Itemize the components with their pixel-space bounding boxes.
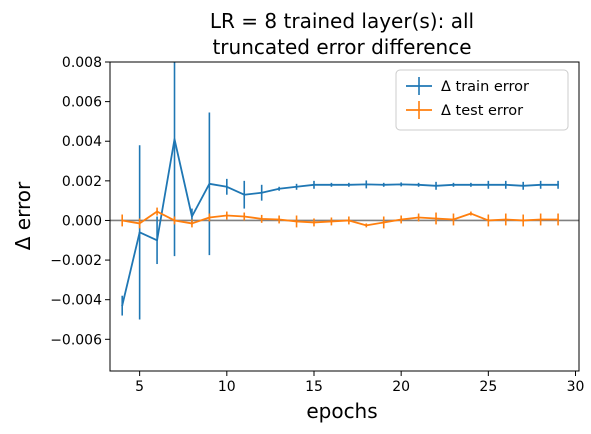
x-tick-label: 25	[479, 379, 497, 395]
data-point	[156, 239, 158, 242]
data-point	[539, 183, 542, 186]
data-point	[295, 185, 298, 188]
data-point	[382, 221, 385, 224]
data-point	[557, 218, 559, 221]
data-point	[365, 183, 368, 186]
data-point	[435, 184, 437, 187]
data-point	[504, 183, 507, 186]
legend: Δ train error Δ test error	[395, 69, 569, 131]
y-tick-label: −0.006	[50, 332, 102, 348]
chart-title-line-2: truncated error difference	[212, 35, 471, 59]
data-point	[313, 221, 315, 224]
data-point	[330, 220, 333, 223]
data-point	[365, 224, 368, 227]
data-point	[470, 212, 472, 215]
chart-title-line-1: LR = 8 trained layer(s): all	[210, 9, 474, 33]
y-tick-label: −0.004	[50, 293, 102, 309]
data-point	[557, 183, 559, 186]
data-point	[417, 216, 420, 219]
data-point	[487, 219, 490, 222]
data-point	[487, 183, 490, 186]
data-point	[347, 183, 350, 186]
y-tick-label: 0.006	[62, 95, 102, 111]
data-point	[191, 222, 193, 225]
data-point	[435, 217, 437, 220]
data-point	[173, 219, 176, 222]
y-tick-label: 0.000	[62, 213, 102, 229]
x-tick-label: 15	[305, 379, 323, 395]
data-point	[225, 185, 228, 188]
series-line	[121, 138, 559, 306]
x-tick-label: 30	[567, 379, 585, 395]
legend-label: Δ test error	[441, 103, 523, 119]
data-point	[208, 182, 211, 185]
data-point	[417, 183, 420, 186]
chart-title: LR = 8 trained layer(s): all truncated e…	[210, 9, 474, 59]
data-point	[522, 219, 525, 222]
data-point	[278, 218, 281, 221]
y-tick-label: −0.002	[50, 253, 102, 269]
data-point	[173, 138, 176, 141]
legend-item: Δ test error	[406, 101, 523, 119]
data-point	[347, 219, 350, 222]
y-tick-label: 0.008	[62, 55, 102, 71]
data-point	[243, 193, 246, 196]
data-point	[382, 183, 385, 186]
x-axis: 5 10 15 20 25 30	[135, 371, 584, 395]
data-point	[522, 184, 525, 187]
legend-item: Δ train error	[406, 77, 529, 95]
data-point	[400, 218, 403, 221]
data-point	[452, 218, 455, 221]
plot-frame	[109, 61, 580, 372]
data-point	[121, 219, 124, 222]
data-point	[295, 220, 298, 223]
data-point	[191, 215, 193, 218]
data-point	[330, 183, 333, 186]
data-point	[313, 183, 315, 186]
data-point	[138, 231, 141, 234]
x-axis-label: epochs	[306, 399, 377, 423]
x-tick-label: 10	[218, 379, 236, 395]
y-tick-label: 0.004	[62, 134, 102, 150]
data-point	[278, 187, 281, 190]
legend-label: Δ train error	[441, 79, 529, 95]
series-line	[122, 210, 559, 227]
data-point	[260, 217, 263, 220]
data-point	[138, 222, 141, 225]
data-point	[400, 183, 403, 186]
series-test	[121, 207, 559, 229]
y-axis: −0.006 −0.004 −0.002 0.000 0.002 0.004 0.006 0.…	[50, 55, 110, 348]
data-point	[452, 183, 455, 186]
data-point	[156, 210, 158, 213]
data-point	[470, 183, 472, 186]
series-layer	[121, 62, 559, 320]
data-point	[208, 216, 211, 219]
x-tick-label: 20	[392, 379, 410, 395]
legend-box	[395, 69, 569, 131]
data-point	[225, 214, 228, 217]
data-point	[504, 218, 507, 221]
data-point	[121, 304, 124, 307]
x-tick-label: 5	[135, 379, 144, 395]
data-point	[243, 215, 246, 218]
data-point	[260, 191, 263, 194]
data-point	[539, 218, 542, 221]
y-tick-label: 0.002	[62, 174, 102, 190]
y-axis-label: Δ error	[11, 181, 35, 250]
